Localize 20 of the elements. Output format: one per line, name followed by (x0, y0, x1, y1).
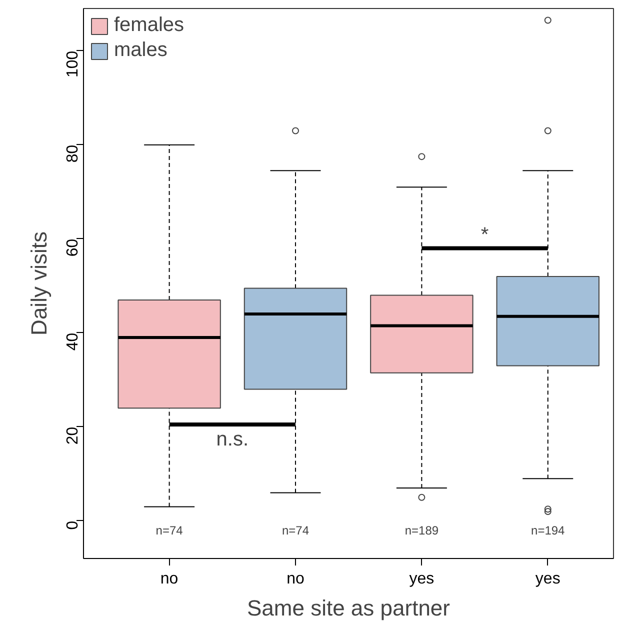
y-tick-label: 100 (64, 50, 82, 78)
y-tick-label: 40 (64, 332, 82, 351)
x-tick-label: yes (535, 570, 560, 588)
y-tick-label: 0 (64, 520, 82, 530)
legend-label: males (114, 39, 168, 62)
x-tick-label: yes (409, 570, 434, 588)
annotation: n=74 (156, 524, 184, 538)
y-tick-label: 20 (64, 426, 82, 445)
x-tick-label: no (160, 570, 178, 588)
y-axis-title: Daily visits (26, 232, 52, 336)
annotation: n.s. (216, 428, 249, 451)
x-axis-title: Same site as partner (247, 596, 450, 620)
annotation: n=189 (404, 524, 439, 538)
annotation: n=74 (282, 524, 310, 538)
y-tick-label: 60 (64, 238, 82, 257)
x-tick-label: no (286, 570, 304, 588)
annotation: n=194 (531, 524, 566, 538)
legend-label: females (114, 14, 184, 37)
y-tick-label: 80 (64, 144, 82, 163)
annotation: * (480, 224, 489, 246)
